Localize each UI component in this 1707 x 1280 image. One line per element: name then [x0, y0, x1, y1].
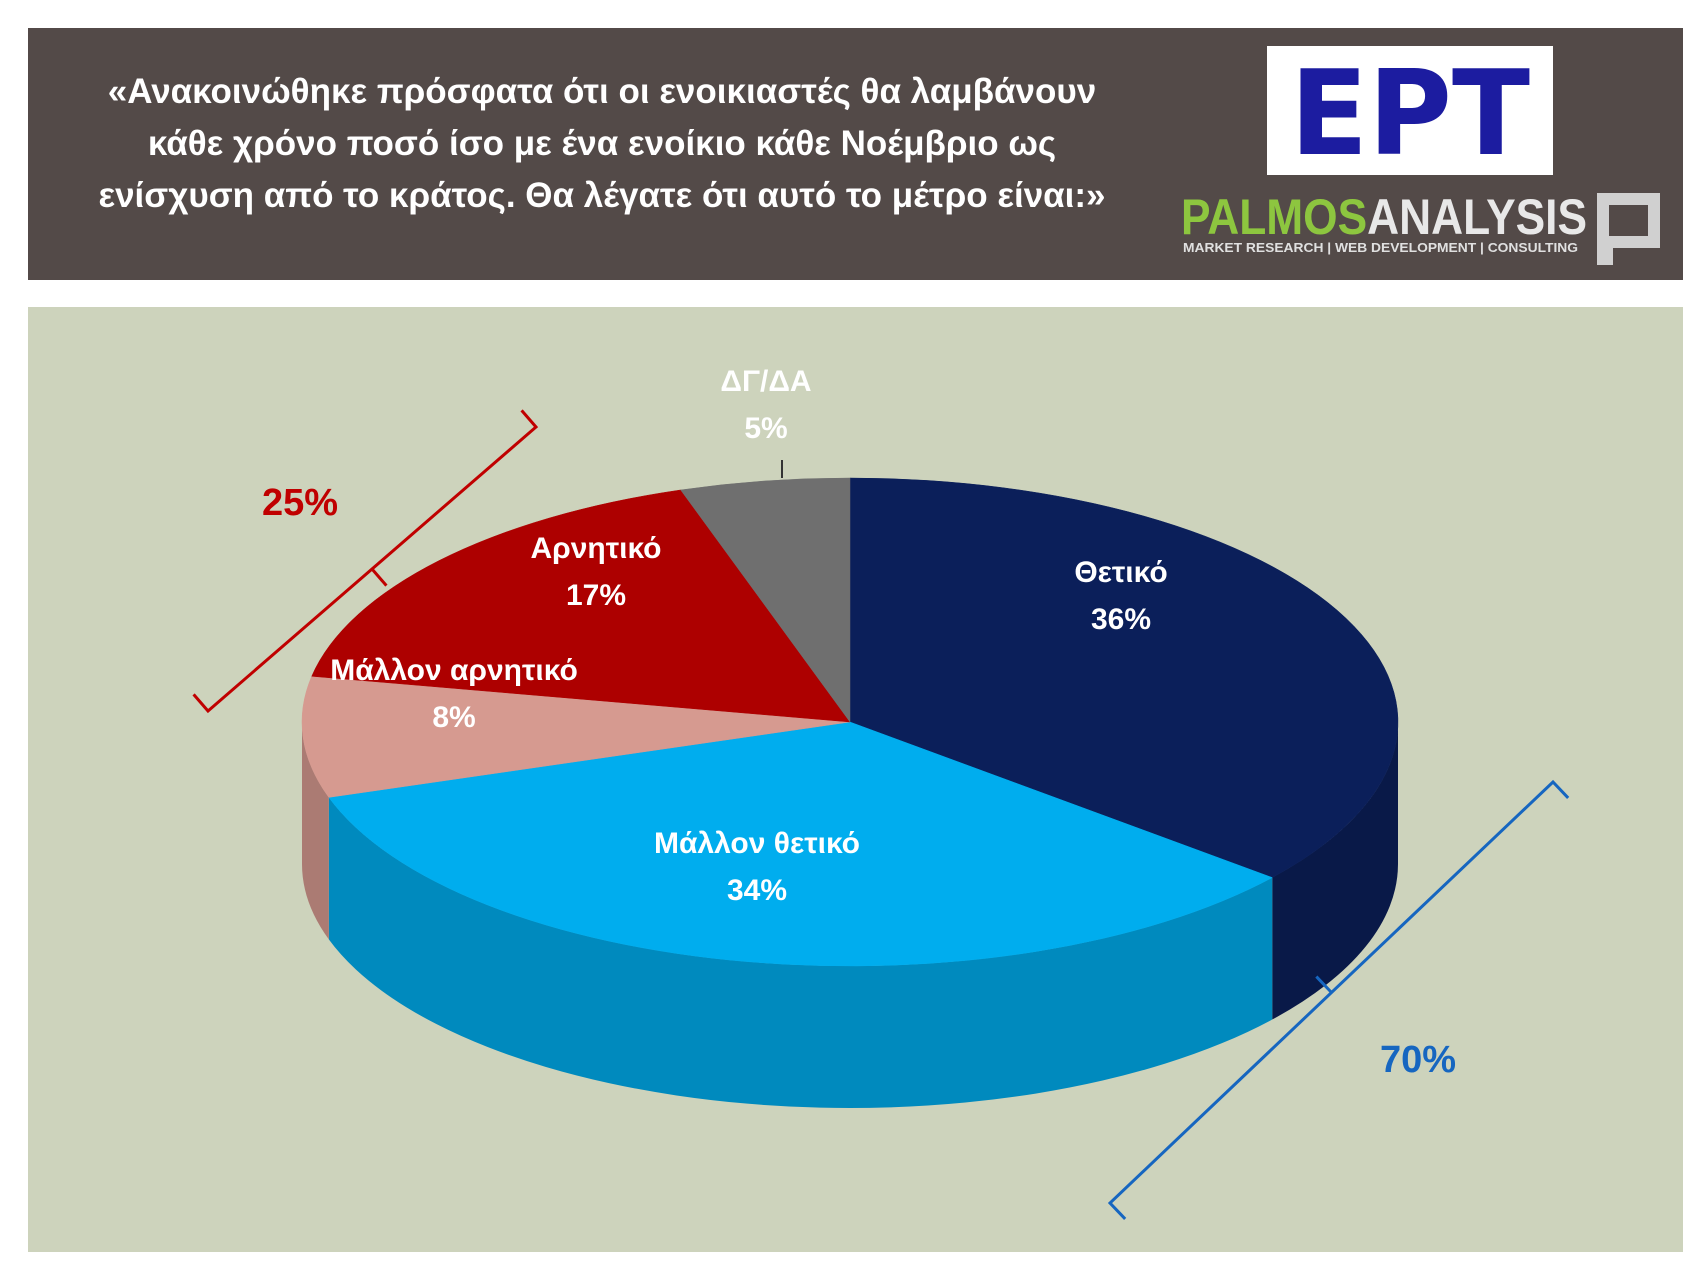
slice: [849, 477, 1399, 878]
title-line: ενίσχυση από το κράτος. Θα λέγατε ότι αυ…: [98, 176, 1105, 215]
slice-label: Μάλλον αρνητικό: [330, 654, 578, 687]
palmos-logo-part: ANALYSIS: [1367, 189, 1587, 245]
title-line: «Ανακοινώθηκε πρόσφατα ότι οι ενοικιαστέ…: [108, 72, 1096, 111]
slice-label: Αρνητικό: [530, 532, 661, 565]
slice-side: [1272, 722, 1398, 1020]
palmos-logo: PALMOSANALYSIS: [1181, 189, 1587, 245]
palmos-logo-part: PALMOS: [1181, 189, 1367, 245]
ert-logo: ΕΡΤ: [1290, 44, 1530, 182]
slice: [680, 477, 851, 723]
slice: [301, 676, 851, 798]
bracket: [192, 409, 539, 714]
bracket-label: 70%: [1380, 1039, 1456, 1081]
slice-label: Μάλλον θετικό: [654, 827, 860, 860]
palmos-icon: [1597, 193, 1660, 265]
value-label: 8%: [432, 701, 475, 734]
slice-side: [302, 722, 329, 940]
palmos-tagline: MARKET RESEARCH | WEB DEVELOPMENT | CONS…: [1183, 240, 1578, 255]
value-label: 5%: [744, 412, 787, 445]
slice-label: Θετικό: [1074, 556, 1167, 589]
slice: [311, 489, 851, 723]
slice-label: ΔΓ/ΔΑ: [720, 365, 811, 398]
value-label: 34%: [727, 874, 787, 907]
slice-side: [328, 797, 1273, 1108]
title-line: κάθε χρόνο ποσό ίσο με ένα ενοίκιο κάθε …: [148, 124, 1056, 163]
bracket-label: 25%: [262, 482, 338, 524]
chart: Θετικό 36% Μάλλον θετικό 34% Μάλλον αρνητικό…: [192, 365, 1570, 1220]
ert-logo-box: [1267, 46, 1553, 175]
slice: [328, 721, 1273, 967]
value-label: 36%: [1091, 603, 1151, 636]
bracket: [1107, 779, 1570, 1220]
value-label: 17%: [566, 579, 626, 612]
